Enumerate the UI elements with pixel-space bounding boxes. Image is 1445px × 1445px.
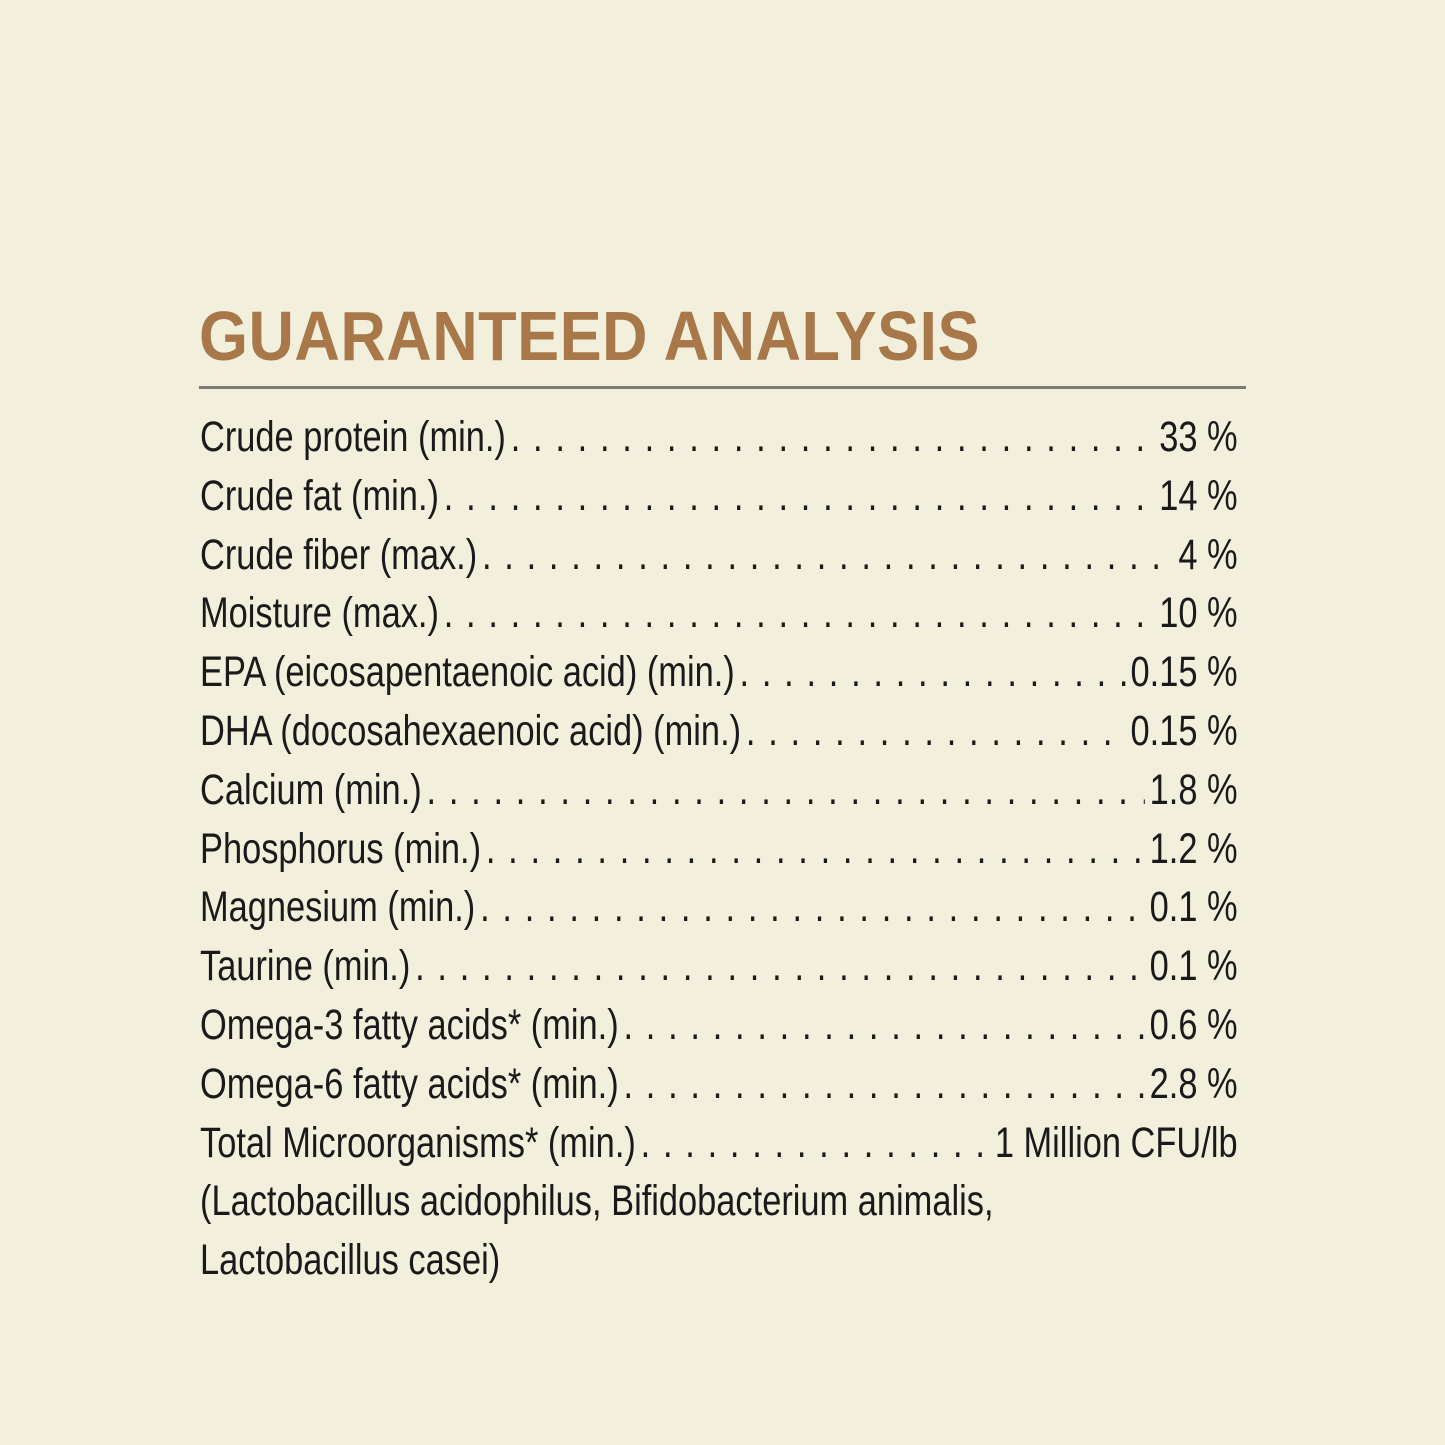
analysis-row: Magnesium (min.) 0.1 % bbox=[200, 878, 1238, 937]
dot-leader bbox=[482, 526, 1174, 585]
row-value: 14 % bbox=[1159, 471, 1238, 520]
row-value: 0.1 % bbox=[1149, 883, 1238, 932]
row-value: 0.6 % bbox=[1149, 1000, 1238, 1049]
row-label: Phosphorus (min.) bbox=[200, 824, 482, 873]
row-value: 10 % bbox=[1159, 589, 1238, 638]
dot-leader bbox=[740, 643, 1126, 702]
row-label: Taurine (min.) bbox=[200, 942, 411, 991]
row-value: 2.8 % bbox=[1149, 1059, 1238, 1108]
footnote-line: (Lactobacillus acidophilus, Bifidobacter… bbox=[200, 1177, 994, 1226]
dot-leader bbox=[623, 1055, 1144, 1114]
row-value: 0.1 % bbox=[1149, 942, 1238, 991]
divider bbox=[199, 386, 1246, 389]
row-label: DHA (docosahexaenoic acid) (min.) bbox=[200, 706, 742, 755]
analysis-row: Crude protein (min.) 33 % bbox=[200, 408, 1238, 467]
dot-leader bbox=[444, 467, 1155, 526]
row-value: 0.15 % bbox=[1130, 706, 1238, 755]
row-label: Magnesium (min.) bbox=[200, 883, 476, 932]
analysis-row: Crude fiber (max.) 4 % bbox=[200, 526, 1238, 585]
analysis-row: Crude fat (min.) 14 % bbox=[200, 467, 1238, 526]
row-value: 1.2 % bbox=[1149, 824, 1238, 873]
row-value: 0.15 % bbox=[1130, 648, 1238, 697]
dot-leader bbox=[511, 408, 1155, 467]
analysis-row: Total Microorganisms* (min.) 1 Million CF… bbox=[200, 1114, 1238, 1173]
dot-leader bbox=[623, 996, 1144, 1055]
dot-leader bbox=[641, 1114, 990, 1173]
dot-leader bbox=[444, 584, 1155, 643]
analysis-row: DHA (docosahexaenoic acid) (min.) 0.15 % bbox=[200, 702, 1238, 761]
analysis-row: Omega-3 fatty acids* (min.) 0.6 % bbox=[200, 996, 1238, 1055]
row-label: Total Microorganisms* (min.) bbox=[200, 1118, 636, 1167]
analysis-row: EPA (eicosapentaenoic acid) (min.) 0.15 % bbox=[200, 643, 1238, 702]
dot-leader bbox=[746, 702, 1126, 761]
row-label: Omega-6 fatty acids* (min.) bbox=[200, 1059, 619, 1108]
row-label: Omega-3 fatty acids* (min.) bbox=[200, 1000, 619, 1049]
analysis-row: Phosphorus (min.) 1.2 % bbox=[200, 820, 1238, 879]
row-value: 1.8 % bbox=[1149, 765, 1238, 814]
footnote-line: Lactobacillus casei) bbox=[200, 1236, 501, 1285]
analysis-row: Moisture (max.) 10 % bbox=[200, 584, 1238, 643]
row-label: Moisture (max.) bbox=[200, 589, 439, 638]
dot-leader bbox=[480, 878, 1145, 937]
analysis-row: Omega-6 fatty acids* (min.) 2.8 % bbox=[200, 1055, 1238, 1114]
page-title: GUARANTEED ANALYSIS bbox=[199, 297, 980, 375]
analysis-row: Calcium (min.) 1.8 % bbox=[200, 761, 1238, 820]
row-label: Crude fat (min.) bbox=[200, 471, 439, 520]
row-label: EPA (eicosapentaenoic acid) (min.) bbox=[200, 648, 735, 697]
dot-leader bbox=[486, 820, 1145, 879]
row-label: Calcium (min.) bbox=[200, 765, 422, 814]
row-label: Crude fiber (max.) bbox=[200, 530, 478, 579]
row-label: Crude protein (min.) bbox=[200, 413, 506, 461]
row-value: 4 % bbox=[1178, 530, 1238, 579]
analysis-row: Taurine (min.) 0.1 % bbox=[200, 937, 1238, 996]
row-value: 33 % bbox=[1159, 413, 1238, 461]
dot-leader bbox=[415, 937, 1145, 996]
analysis-list: Crude protein (min.) 33 % Crude fat (min.… bbox=[200, 408, 1238, 1290]
row-value: 1 Million CFU/lb bbox=[994, 1118, 1238, 1167]
dot-leader bbox=[427, 761, 1145, 820]
